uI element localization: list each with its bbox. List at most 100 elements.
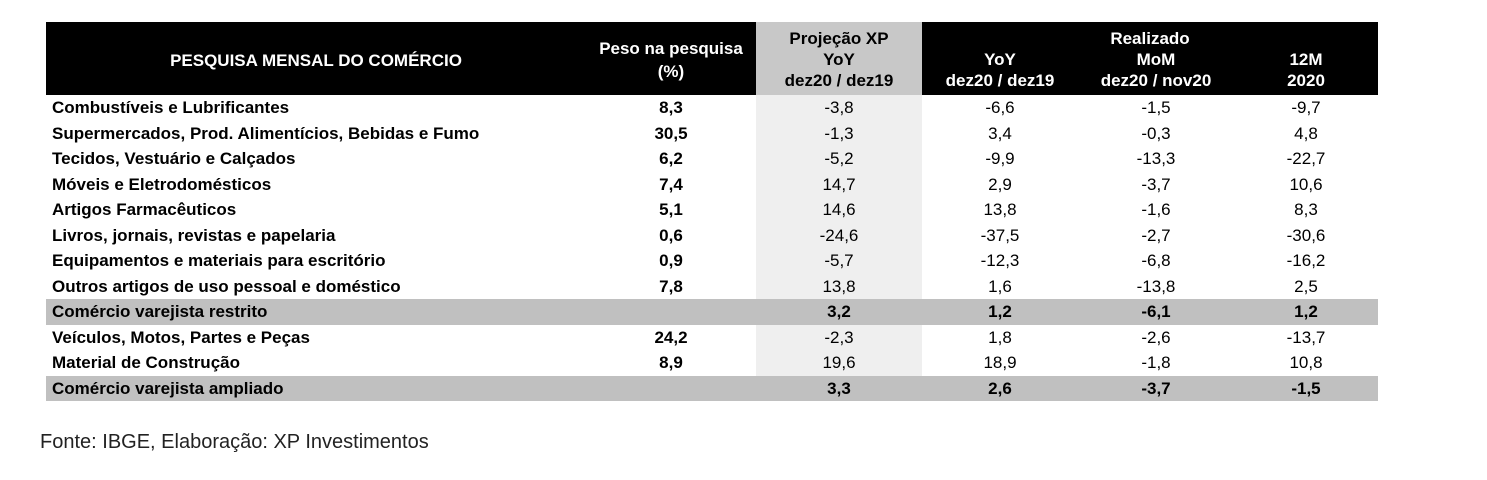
mom-cell: -2,7 [1141,225,1171,245]
peso-cell [586,299,756,325]
table-row: Veículos, Motos, Partes e Peças 24,2 -2,… [46,324,1378,350]
yoy-header-line1: YoY [922,49,1078,70]
yoy-cell: 2,6 [922,375,1078,401]
table-row: Material de Construção 8,9 19,6 18,9 -1,… [46,350,1378,376]
table-body: Combustíveis e Lubrificantes 8,3 -3,8 -6… [46,95,1378,401]
projecao-cell: -5,2 [756,146,922,172]
table-row: Móveis e Eletrodomésticos 7,4 14,7 2,9 -… [46,171,1378,197]
peso-cell [586,375,756,401]
m12-cell: -30,6 [1286,225,1326,245]
total-row: Comércio varejista ampliado 3,3 2,6 -3,7… [46,375,1378,401]
projecao-cell: -3,8 [756,95,922,121]
yoy-cell: -9,9 [985,149,1015,169]
table-title: PESQUISA MENSAL DO COMÉRCIO [46,22,586,95]
m12-cell: -9,7 [1291,98,1321,118]
row-label: Artigos Farmacêuticos [52,200,237,220]
peso-cell: 8,9 [659,353,683,373]
table-container: PESQUISA MENSAL DO COMÉRCIO Peso na pesq… [46,22,1378,401]
yoy-cell: -12,3 [980,251,1020,271]
m12-cell: 8,3 [1294,200,1318,220]
peso-cell: 6,2 [659,149,683,169]
yoy-cell: -6,6 [985,98,1015,118]
peso-cell: 7,8 [659,276,683,296]
mom-cell: -1,8 [1141,353,1171,373]
source-note: Fonte: IBGE, Elaboração: XP Investimento… [40,431,429,453]
projecao-header-line3: dez20 / dez19 [756,70,922,95]
projecao-header-line2: YoY [756,49,922,70]
peso-header-line2: (%) [657,62,685,81]
yoy-cell: 13,8 [983,200,1017,220]
row-label: Livros, jornais, revistas e papelaria [52,225,336,245]
table-row: Artigos Farmacêuticos 5,1 14,6 13,8 -1,6… [46,197,1378,223]
row-label: Veículos, Motos, Partes e Peças [52,327,310,347]
mom-cell: -1,5 [1141,98,1171,118]
peso-cell: 5,1 [659,200,683,220]
mom-cell: -3,7 [1141,174,1171,194]
yoy-cell: 1,2 [922,299,1078,325]
row-label: Comércio varejista restrito [46,299,586,325]
table-row: Equipamentos e materiais para escritório… [46,248,1378,274]
mom-cell: -1,6 [1141,200,1171,220]
m12-cell: -16,2 [1286,251,1326,271]
peso-cell: 30,5 [654,123,688,143]
m12-cell: -13,7 [1286,327,1326,347]
m12-cell: -1,5 [1234,375,1378,401]
yoy-cell: 2,9 [988,174,1012,194]
mom-header-line2: dez20 / nov20 [1078,70,1234,95]
mom-cell: -6,1 [1078,299,1234,325]
m12-cell: -22,7 [1286,149,1326,169]
peso-cell: 24,2 [654,327,688,347]
table-row: Tecidos, Vestuário e Calçados 6,2 -5,2 -… [46,146,1378,172]
peso-cell: 8,3 [659,98,683,118]
projecao-cell: 3,3 [756,375,922,401]
row-label: Tecidos, Vestuário e Calçados [52,149,296,169]
row-label: Outros artigos de uso pessoal e doméstic… [52,276,401,296]
row-label: Equipamentos e materiais para escritório [52,251,386,271]
projecao-cell: 13,8 [756,273,922,299]
mom-cell: -3,7 [1078,375,1234,401]
table-header: PESQUISA MENSAL DO COMÉRCIO Peso na pesq… [46,22,1378,95]
yoy-cell: 1,8 [988,327,1012,347]
peso-header-line1: Peso na pesquisa [599,39,743,58]
mom-cell: -2,6 [1141,327,1171,347]
table-row: Supermercados, Prod. Alimentícios, Bebid… [46,120,1378,146]
m12-cell: 10,6 [1289,174,1323,194]
peso-cell: 0,9 [659,251,683,271]
projecao-cell: -2,3 [756,324,922,350]
m12-cell: 4,8 [1294,123,1318,143]
table-row: Outros artigos de uso pessoal e doméstic… [46,273,1378,299]
yoy-cell: 3,4 [988,123,1012,143]
projecao-cell: 3,2 [756,299,922,325]
mom-cell: -13,8 [1136,276,1176,296]
m12-cell: 10,8 [1289,353,1323,373]
mom-cell: -6,8 [1141,251,1171,271]
projecao-cell: -5,7 [756,248,922,274]
yoy-cell: 1,6 [988,276,1012,296]
m12-cell: 2,5 [1294,276,1318,296]
row-label: Combustíveis e Lubrificantes [52,98,290,118]
row-label: Comércio varejista ampliado [46,375,586,401]
projecao-cell: 19,6 [756,350,922,376]
mom-cell: -13,3 [1136,149,1176,169]
row-label: Material de Construção [52,353,240,373]
m12-header-line1: 12M [1234,49,1378,70]
m12-cell: 1,2 [1234,299,1378,325]
projecao-cell: 14,6 [756,197,922,223]
peso-cell: 0,6 [659,225,683,245]
pmc-table: PESQUISA MENSAL DO COMÉRCIO Peso na pesq… [46,22,1378,401]
mom-cell: -0,3 [1141,123,1171,143]
m12-header-line2: 2020 [1234,70,1378,95]
yoy-cell: 18,9 [983,353,1017,373]
peso-cell: 7,4 [659,174,683,194]
yoy-header-line2: dez20 / dez19 [922,70,1078,95]
table-row: Combustíveis e Lubrificantes 8,3 -3,8 -6… [46,95,1378,121]
realizado-header: Realizado [922,22,1378,49]
table-row: Livros, jornais, revistas e papelaria 0,… [46,222,1378,248]
mom-header-line1: MoM [1078,49,1234,70]
projecao-cell: -1,3 [756,120,922,146]
total-row: Comércio varejista restrito 3,2 1,2 -6,1… [46,299,1378,325]
projecao-header-line1: Projeção XP [756,22,922,49]
row-label: Supermercados, Prod. Alimentícios, Bebid… [52,123,480,143]
yoy-cell: -37,5 [980,225,1020,245]
projecao-cell: -24,6 [756,222,922,248]
